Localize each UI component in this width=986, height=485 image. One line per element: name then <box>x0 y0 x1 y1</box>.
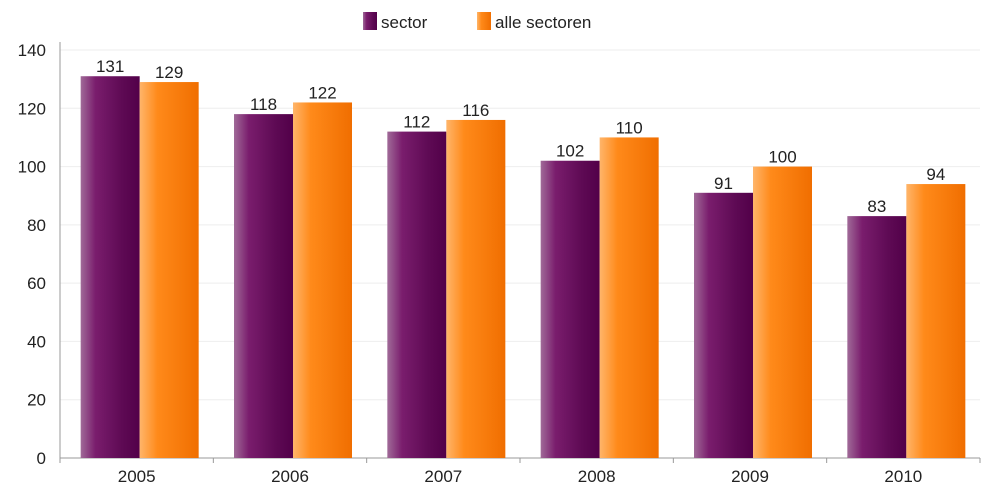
legend: sector alle sectoren <box>363 12 591 32</box>
data-label-2006-series-1: 122 <box>308 83 336 102</box>
legend-label-1: alle sectoren <box>495 13 591 32</box>
bar-2008-series-1 <box>599 137 659 458</box>
y-tick-label-20: 20 <box>27 391 46 410</box>
data-label-2008-series-0: 102 <box>556 142 584 161</box>
data-label-2007-series-1: 116 <box>462 101 489 120</box>
data-label-2009-series-1: 100 <box>768 148 796 167</box>
y-tick-label-0: 0 <box>37 449 46 468</box>
x-tick-label-2005: 2005 <box>118 467 156 485</box>
data-label-2007-series-0: 112 <box>403 113 430 132</box>
x-tick-label-2009: 2009 <box>731 467 769 485</box>
y-tick-label-80: 80 <box>27 216 46 235</box>
data-label-2005-series-0: 131 <box>96 57 124 76</box>
x-axis: 2005 2006 2007 2008 2009 2010 <box>59 457 981 485</box>
legend-swatch-0 <box>363 12 377 30</box>
bar-2008-series-0 <box>540 160 600 458</box>
x-tick-label-2008: 2008 <box>578 467 616 485</box>
x-tick-label-2006: 2006 <box>271 467 309 485</box>
legend-label-0: sector <box>381 13 428 32</box>
legend-swatch-1 <box>477 12 491 30</box>
bar-2009-series-1 <box>753 166 812 459</box>
y-axis: 0 20 40 60 80 100 120 140 <box>18 41 61 468</box>
bar-2005-series-0 <box>80 76 140 458</box>
bar-2007-series-0 <box>387 131 447 458</box>
y-tick-label-140: 140 <box>18 41 46 60</box>
x-tick-label-2007: 2007 <box>424 467 462 485</box>
bar-2006-series-0 <box>234 114 293 458</box>
data-label-2010-series-1: 94 <box>926 165 945 184</box>
bar-2007-series-1 <box>446 119 506 458</box>
bar-2010-series-0 <box>847 216 907 458</box>
bars <box>80 76 966 459</box>
bar-2009-series-0 <box>694 192 753 459</box>
bar-2010-series-1 <box>906 184 966 459</box>
data-label-2005-series-1: 129 <box>155 63 183 82</box>
data-label-2009-series-0: 91 <box>714 174 733 193</box>
bar-2006-series-1 <box>293 102 352 458</box>
y-tick-label-60: 60 <box>27 274 46 293</box>
bar-2005-series-1 <box>139 82 199 459</box>
data-label-2010-series-0: 83 <box>867 197 886 216</box>
grid <box>60 49 980 401</box>
data-labels: 131 129 118 122 112 116 102 110 91 100 83 94 <box>96 57 945 216</box>
y-tick-label-120: 120 <box>18 99 46 118</box>
data-label-2006-series-0: 118 <box>250 95 277 114</box>
y-tick-label-40: 40 <box>27 332 46 351</box>
y-tick-label-100: 100 <box>18 158 46 177</box>
x-tick-label-2010: 2010 <box>884 467 922 485</box>
data-label-2008-series-1: 110 <box>616 118 643 137</box>
